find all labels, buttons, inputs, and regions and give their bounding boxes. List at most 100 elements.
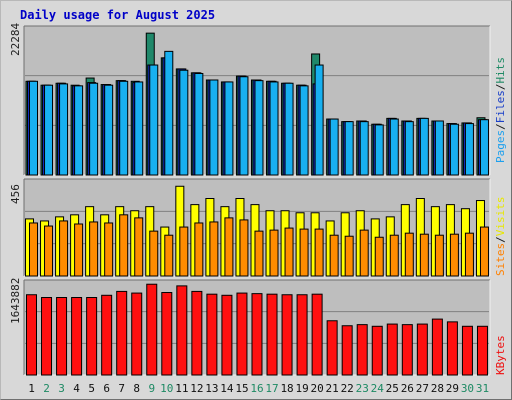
bar-kbytes-day-4 [71,297,83,376]
bar-kbytes-day-7 [116,290,128,376]
bar-kbytes-day-26 [401,324,413,376]
x-tick-label-day-18: 18 [280,382,293,395]
bar-sites-day-14 [224,217,234,277]
panel-visitors [23,178,491,277]
x-tick-label-day-25: 25 [386,382,399,395]
chart-title: Daily usage for August 2025 [20,8,216,22]
bar-kbytes-day-16 [251,293,263,376]
bar-sites-day-19 [299,228,309,277]
bar-pages-day-19 [299,85,309,176]
bar-pages-day-17 [269,81,279,176]
x-tick-label-day-5: 5 [88,382,95,395]
bar-kbytes-day-31 [476,325,488,376]
bar-sites-day-24 [374,236,384,277]
x-tick-label-day-17: 17 [265,382,278,395]
bar-kbytes-day-2 [41,297,53,376]
x-tick-label-day-12: 12 [190,382,203,395]
bar-kbytes-day-10 [161,292,173,376]
bar-pages-day-14 [224,81,234,176]
x-tick-label-day-22: 22 [341,382,354,395]
x-axis-day-labels: 1 2 3 4 5 6 7 8 9 10 11 12 13 14 15 16 17 18 19 20 21 22 23 24 2… [28,382,489,395]
legend-traffic: KBytes [494,335,507,375]
bar-pages-day-18 [284,82,294,176]
bar-pages-day-6 [104,84,114,176]
bar-kbytes-day-11 [176,285,188,376]
legend-entry-3: / [494,84,507,91]
bar-kbytes-day-15 [236,292,248,376]
bar-pages-day-3 [59,83,69,176]
legend-entry-2: Files [494,90,507,123]
x-tick-label-day-31: 31 [476,382,489,395]
legend-entry-0: KBytes [494,335,507,375]
bar-kbytes-day-19 [296,294,308,376]
x-tick-label-day-9: 9 [148,382,155,395]
x-tick-label-day-30: 30 [461,382,474,395]
bar-pages-day-2 [44,84,54,176]
legend-entry-4: Hits [494,57,507,84]
bar-pages-day-23 [359,121,369,176]
x-tick-label-day-2: 2 [43,382,50,395]
bar-pages-day-25 [389,118,399,176]
bar-pages-day-24 [374,124,384,176]
bar-pages-day-13 [209,79,219,176]
legend-entry-2: Visits [494,197,507,237]
x-tick-label-day-16: 16 [250,382,263,395]
bar-pages-day-28 [434,120,444,176]
legend-entry-0: Pages [494,130,507,163]
bar-kbytes-day-12 [191,290,203,376]
bar-pages-day-15 [239,76,249,176]
x-tick-label-day-21: 21 [326,382,339,395]
bar-sites-day-13 [209,221,219,277]
bar-kbytes-day-18 [281,294,293,376]
bar-sites-day-11 [179,226,189,277]
bar-sites-day-23 [359,229,369,277]
bar-kbytes-day-21 [326,320,338,376]
bar-kbytes-day-13 [206,293,218,376]
bar-kbytes-day-14 [221,294,233,376]
x-tick-label-day-7: 7 [118,382,125,395]
x-tick-label-day-13: 13 [205,382,218,395]
bar-kbytes-day-20 [311,293,323,376]
bar-sites-day-4 [74,223,84,277]
bar-kbytes-day-9 [146,283,158,376]
bar-sites-day-8 [134,217,144,277]
bar-pages-day-4 [74,85,84,176]
bar-kbytes-day-30 [461,325,473,376]
bar-sites-day-30 [464,232,474,277]
x-tick-label-day-26: 26 [401,382,414,395]
bar-kbytes-day-23 [356,324,368,376]
bar-kbytes-day-5 [86,297,98,376]
x-tick-label-day-20: 20 [311,382,324,395]
bar-kbytes-day-8 [131,292,143,376]
bar-sites-day-28 [434,234,444,277]
bar-pages-day-8 [134,81,144,176]
bar-sites-day-12 [194,222,204,277]
y-max-label-usage: 22284 [9,23,22,56]
bar-kbytes-day-1 [26,294,37,376]
bar-pages-day-12 [194,72,204,176]
bar-pages-day-9 [149,64,159,176]
bar-pages-day-22 [344,121,354,176]
bar-sites-day-9 [149,230,159,277]
bar-pages-day-26 [404,121,414,176]
bar-pages-day-1 [29,80,38,176]
legend-entry-1: / [494,236,507,243]
bar-kbytes-day-24 [371,325,383,376]
bar-pages-day-31 [479,119,489,176]
bar-sites-day-17 [269,229,279,277]
bar-sites-day-6 [104,222,114,277]
x-tick-label-day-8: 8 [133,382,140,395]
bar-pages-day-29 [449,123,459,176]
panel-traffic [23,279,491,376]
bar-pages-day-27 [419,117,429,176]
bar-kbytes-day-22 [341,325,353,376]
bar-kbytes-day-28 [431,318,443,376]
bar-pages-day-20 [314,64,324,176]
bar-sites-day-2 [44,225,54,277]
panel-usage [23,25,491,176]
y-max-label-visitors: 456 [9,184,22,204]
x-tick-label-day-6: 6 [103,382,110,395]
bar-sites-day-29 [449,233,459,277]
bar-pages-day-16 [254,80,264,176]
